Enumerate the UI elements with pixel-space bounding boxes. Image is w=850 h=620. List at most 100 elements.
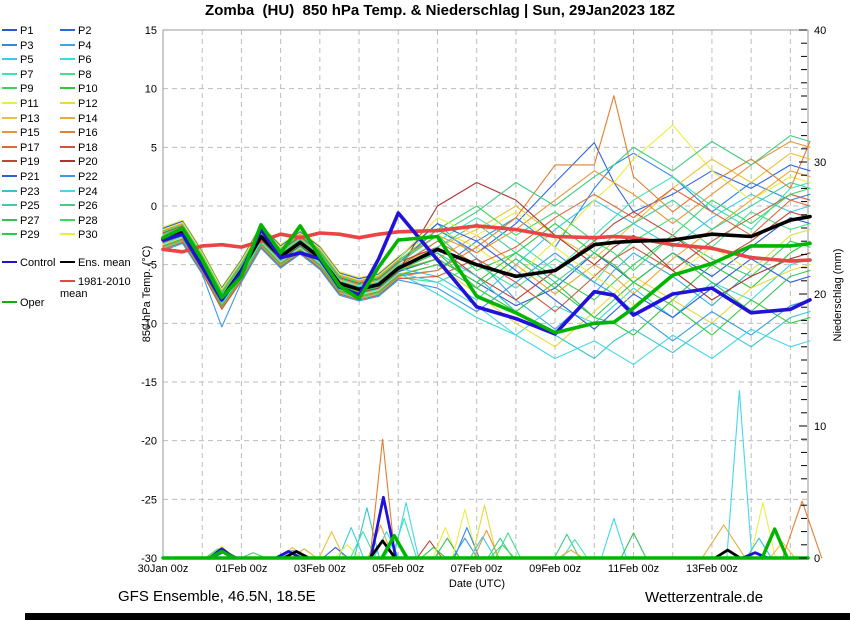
legend-item-P29: P29 [2, 229, 40, 241]
precip-spike-Ens. mean [368, 539, 397, 560]
legend-swatch-P18 [60, 145, 75, 148]
legend-label-P17: P17 [20, 141, 40, 154]
legend-item-P20: P20 [60, 156, 98, 168]
precip-spike-P14 [557, 549, 584, 559]
svg-text:-25: -25 [141, 494, 157, 506]
svg-text:09Feb 00z: 09Feb 00z [529, 563, 581, 575]
legend-label-P29: P29 [20, 229, 40, 242]
series-clim-mean [161, 224, 812, 263]
svg-text:0: 0 [814, 553, 820, 565]
legend-label-P23: P23 [20, 185, 40, 198]
temp-axis-ticks: 15 10 5 0 -5 -10 -15 -20 -25 -30 [141, 25, 157, 565]
precip-spike-P13 [769, 541, 796, 559]
legend-label-P24: P24 [78, 185, 98, 198]
legend-item-P11: P11 [2, 98, 39, 110]
svg-text:-20: -20 [141, 436, 157, 448]
legend-swatch-P7 [2, 72, 17, 75]
legend-swatch-P25 [2, 204, 17, 207]
legend-swatch-P6 [60, 58, 75, 61]
svg-text:5: 5 [151, 142, 157, 154]
legend-swatch-P15 [2, 131, 17, 134]
precip-spike-P24 [600, 517, 628, 559]
legend-item-P30: P30 [60, 229, 98, 241]
precip-spike-P26 [553, 533, 580, 559]
series-P15 [162, 140, 811, 292]
series-oper [161, 223, 812, 335]
legend-swatch-P1 [2, 29, 17, 32]
legend-swatch-P23 [2, 189, 17, 192]
legend-swatch-P19 [2, 160, 17, 163]
legend-swatch-P14 [60, 116, 75, 119]
precip-spike-P7 [561, 538, 588, 559]
legend-item-P8: P8 [60, 69, 91, 81]
precip-spike-oper [207, 549, 237, 560]
series-P11 [162, 124, 811, 288]
legend-label-P13: P13 [20, 112, 40, 125]
legend-item-P28: P28 [60, 215, 98, 227]
precip-spike-P5 [338, 527, 365, 559]
legend-item-P3: P3 [2, 40, 33, 52]
precip-spike-P27 [434, 537, 461, 559]
svg-text:07Feb 00z: 07Feb 00z [451, 563, 503, 575]
legend-label-P5: P5 [20, 54, 34, 67]
svg-text:30: 30 [814, 157, 826, 169]
legend-label-P12: P12 [78, 98, 98, 110]
footer-model-info: GFS Ensemble, 46.5N, 18.5E [118, 588, 316, 605]
legend-item-P26: P26 [60, 200, 98, 212]
legend-item-P1: P1 [2, 25, 33, 37]
precip-spike-P8 [494, 532, 522, 559]
svg-text:05Feb 00z: 05Feb 00z [372, 563, 424, 575]
precip-spike-P16 [781, 500, 823, 559]
legend-item-P21: P21 [2, 171, 40, 183]
legend-swatch-P2 [60, 29, 75, 32]
legend-item-P7: P7 [2, 69, 33, 81]
legend-item-P9: P9 [2, 83, 33, 95]
legend-label-P10: P10 [78, 83, 98, 96]
legend-item-P10: P10 [60, 83, 98, 95]
legend-label-P4: P4 [78, 39, 92, 52]
legend-label-P28: P28 [78, 214, 98, 227]
precip-spike-P24 [726, 389, 753, 559]
date-axis-ticks: 30Jan 00z 01Feb 00z 03Feb 00z 05Feb 00z 07Fe… [138, 563, 738, 575]
legend-item-P24: P24 [60, 186, 98, 198]
legend-item-clim: 1981-2010 mean [60, 276, 138, 300]
legend-swatch-P28 [60, 218, 75, 221]
legend-label-P14: P14 [78, 112, 98, 125]
precip-axis-label: Niederschlag (mm) [832, 248, 844, 342]
svg-text:11Feb 00z: 11Feb 00z [608, 563, 659, 575]
legend-item-ens_mean: Ens. mean [60, 257, 131, 269]
page-title: Zomba (HU) 850 hPa Temp. & Niederschlag … [205, 2, 675, 19]
precip-spike-oper [760, 527, 789, 560]
legend-swatch-P22 [60, 175, 75, 178]
legend-swatch-P13 [2, 116, 17, 119]
svg-text:03Feb 00z: 03Feb 00z [294, 563, 346, 575]
legend-label-P9: P9 [20, 83, 34, 96]
legend-label-P26: P26 [78, 200, 98, 213]
legend-swatch-P24 [60, 189, 75, 192]
legend-label-ens_mean: Ens. mean [78, 257, 131, 269]
legend-label-P27: P27 [20, 214, 40, 227]
precip-spike-P23 [745, 537, 773, 559]
svg-text:15: 15 [145, 25, 157, 37]
svg-text:-5: -5 [147, 260, 157, 272]
legend-swatch-P20 [60, 160, 75, 163]
svg-text:10: 10 [814, 421, 826, 433]
legend-item-P13: P13 [2, 113, 40, 125]
legend-swatch-P16 [60, 131, 75, 134]
legend-label-P21: P21 [20, 171, 40, 183]
precip-spike-Ens. mean [282, 550, 311, 560]
svg-text:30Jan 00z: 30Jan 00z [138, 563, 189, 575]
precip-spike-Ens. mean [713, 548, 742, 560]
legend-swatch-ens_mean [60, 261, 75, 264]
legend-swatch-oper [2, 301, 17, 304]
legend-item-P14: P14 [60, 113, 98, 125]
series-P28 [162, 187, 811, 293]
date-axis-label: Date (UTC) [448, 578, 506, 590]
svg-text:13Feb 00z: 13Feb 00z [686, 563, 738, 575]
legend-item-P23: P23 [2, 186, 40, 198]
legend-item-oper: Oper [2, 297, 44, 309]
legend-label-P7: P7 [20, 68, 34, 81]
temp-axis-label: 850 hPa Temp. (°C) [141, 245, 153, 343]
series-P2 [162, 142, 811, 295]
legend-label-P19: P19 [20, 156, 40, 169]
